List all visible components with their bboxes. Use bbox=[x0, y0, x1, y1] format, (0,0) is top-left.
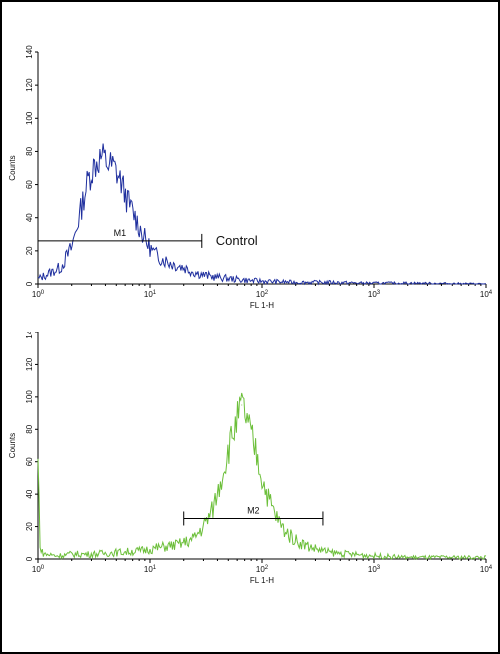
histogram-series-line bbox=[37, 143, 486, 286]
gate-marker-label: M2 bbox=[247, 505, 260, 515]
y-tick-label: 0 bbox=[25, 281, 34, 286]
control-annotation: Control bbox=[216, 233, 258, 248]
x-tick-label: 103 bbox=[368, 290, 381, 299]
x-axis-label: FL 1-H bbox=[250, 301, 274, 310]
y-tick-label: 80 bbox=[25, 146, 34, 155]
x-tick-label: 100 bbox=[32, 290, 45, 299]
y-tick-label: 100 bbox=[25, 390, 34, 404]
y-tick-label: 140 bbox=[25, 45, 34, 59]
histogram-peak-point bbox=[241, 404, 243, 406]
y-tick-label: 20 bbox=[25, 522, 34, 531]
x-tick-label: 101 bbox=[144, 290, 157, 299]
x-tick-label: 103 bbox=[368, 565, 381, 574]
y-tick-label: 60 bbox=[25, 180, 34, 189]
x-tick-label: 102 bbox=[256, 290, 269, 299]
histogram-panel-control: 0 20 40 60 80 100 120 140 Counts 100 101 102 103 104 F… bbox=[8, 45, 493, 310]
y-tick-label: 140 bbox=[25, 332, 34, 339]
y-tick-label: 120 bbox=[25, 357, 34, 371]
y-tick-label: 20 bbox=[25, 246, 34, 255]
y-tick-label: 100 bbox=[25, 111, 34, 125]
histogram-series-line bbox=[37, 392, 487, 561]
x-axis-label: FL 1-H bbox=[250, 576, 274, 585]
y-tick-label: 60 bbox=[25, 457, 34, 466]
histogram-peak-point bbox=[101, 155, 103, 157]
y-tick-label: 120 bbox=[25, 78, 34, 92]
y-axis-label: Counts bbox=[8, 433, 17, 458]
x-tick-label: 104 bbox=[480, 565, 493, 574]
x-tick-label: 101 bbox=[144, 565, 157, 574]
x-tick-label: 100 bbox=[32, 565, 45, 574]
x-tick-label: 104 bbox=[480, 290, 493, 299]
y-axis-label: Counts bbox=[8, 155, 17, 180]
y-tick-label: 0 bbox=[25, 556, 34, 561]
y-tick-label: 40 bbox=[25, 213, 34, 222]
gate-marker-label: M1 bbox=[114, 228, 127, 238]
y-tick-label: 80 bbox=[25, 424, 34, 433]
histogram-panel-sample: 0 20 40 60 80 100 120 140 Counts 100 101 102 103 104 F… bbox=[8, 332, 493, 585]
y-tick-label: 40 bbox=[25, 489, 34, 498]
x-tick-label: 102 bbox=[256, 565, 269, 574]
